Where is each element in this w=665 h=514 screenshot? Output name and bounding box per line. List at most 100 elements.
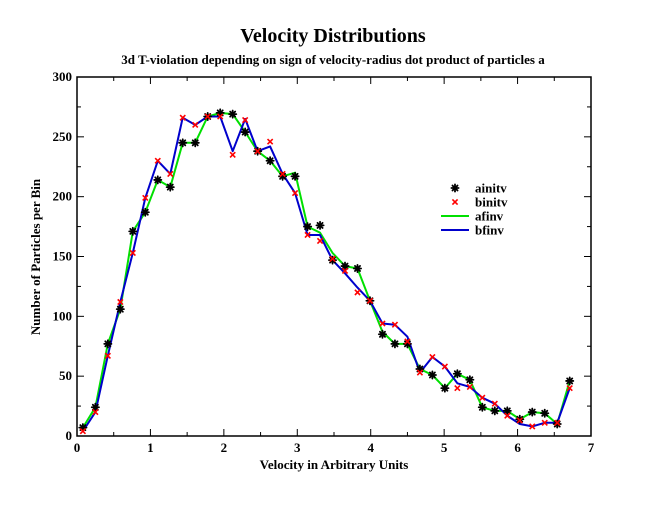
series-line-afinv <box>82 111 571 429</box>
data-point-ainitv <box>477 402 487 412</box>
data-point-binitv <box>279 170 286 178</box>
x-tick-label: 1 <box>147 440 154 455</box>
chart-subtitle: 3d T-violation depending on sign of velo… <box>121 52 545 67</box>
y-tick-label: 100 <box>53 308 73 323</box>
data-point-binitv <box>541 419 548 427</box>
data-point-ainitv <box>427 370 437 380</box>
data-point-binitv <box>366 297 374 304</box>
data-point-binitv <box>117 298 124 306</box>
data-point-binitv <box>429 353 436 361</box>
data-point-ainitv <box>340 261 350 271</box>
data-point-ainitv <box>128 226 138 236</box>
data-point-binitv <box>379 320 386 327</box>
data-point-binitv <box>529 423 536 430</box>
data-point-binitv <box>391 321 399 328</box>
plot-area <box>78 108 575 435</box>
data-point-ainitv <box>352 263 362 273</box>
data-point-binitv <box>179 114 186 121</box>
data-point-binitv <box>341 267 349 275</box>
data-point-binitv <box>129 249 136 257</box>
x-tick-label: 6 <box>514 440 521 455</box>
axes: 0 1 2 3 4 5 6 7 0 50 100 150 200 250 300 <box>53 69 595 455</box>
data-point-ainitv <box>465 375 475 385</box>
data-point-ainitv <box>440 383 450 393</box>
data-point-binitv <box>329 255 336 263</box>
legend-label-binitv: binitv <box>475 195 508 210</box>
data-point-ainitv <box>290 171 300 181</box>
data-point-binitv <box>92 408 99 416</box>
data-point-ainitv <box>165 182 175 192</box>
data-point-ainitv <box>240 127 250 137</box>
legend-label-bfinv: bfinv <box>475 223 504 238</box>
data-point-binitv <box>504 412 511 419</box>
data-point-binitv <box>241 116 249 124</box>
data-point-ainitv <box>153 175 163 185</box>
data-point-binitv <box>566 384 573 392</box>
data-point-binitv <box>479 394 486 401</box>
data-point-ainitv <box>78 423 88 433</box>
data-point-ainitv <box>190 138 200 148</box>
data-point-ainitv <box>527 407 537 417</box>
data-point-binitv <box>79 428 87 435</box>
x-tick-label: 7 <box>588 440 595 455</box>
data-point-binitv <box>404 338 411 345</box>
data-point-binitv <box>466 383 474 391</box>
data-point-ainitv <box>377 329 387 339</box>
legend-marker-ainitv <box>450 183 460 193</box>
data-point-ainitv <box>303 222 313 232</box>
data-point-binitv <box>154 157 161 164</box>
data-point-ainitv <box>502 406 512 416</box>
legend-label-ainitv: ainitv <box>475 181 507 196</box>
data-point-ainitv <box>452 369 462 379</box>
data-point-ainitv <box>552 419 562 429</box>
y-tick-label: 0 <box>66 428 73 443</box>
data-point-binitv <box>554 419 561 427</box>
data-point-binitv <box>204 113 211 120</box>
series-line-bfinv <box>82 115 571 432</box>
y-tick-label: 200 <box>53 189 73 204</box>
x-axis-label: Velocity in Arbitrary Units <box>260 457 409 472</box>
data-point-ainitv <box>140 207 150 217</box>
data-point-binitv <box>291 189 299 197</box>
data-point-binitv <box>491 400 498 407</box>
y-tick-label: 50 <box>59 368 72 383</box>
data-point-binitv <box>454 384 461 392</box>
data-point-binitv <box>167 170 174 178</box>
data-point-binitv <box>316 237 324 245</box>
x-tick-label: 5 <box>441 440 448 455</box>
y-tick-label: 300 <box>53 69 73 84</box>
x-tick-label: 2 <box>221 440 228 455</box>
data-point-ainitv <box>178 138 188 148</box>
y-tick-label: 150 <box>53 249 73 264</box>
data-point-ainitv <box>540 408 550 418</box>
data-point-ainitv <box>515 414 525 424</box>
data-point-ainitv <box>490 406 500 416</box>
data-point-ainitv <box>565 376 575 386</box>
data-point-binitv <box>266 138 274 145</box>
data-point-ainitv <box>390 339 400 349</box>
data-point-binitv <box>416 369 424 376</box>
data-point-binitv <box>441 363 449 370</box>
data-point-binitv <box>516 417 523 424</box>
data-point-binitv <box>217 113 224 120</box>
legend-marker-binitv <box>451 198 459 206</box>
data-point-ainitv <box>228 109 238 119</box>
x-tick-label: 3 <box>294 440 301 455</box>
data-point-binitv <box>354 289 361 296</box>
data-point-binitv <box>229 151 236 158</box>
data-point-binitv <box>304 231 311 239</box>
chart-title: Velocity Distributions <box>240 25 426 47</box>
data-point-ainitv <box>328 255 338 265</box>
data-point-ainitv <box>90 402 100 412</box>
x-tick-label: 0 <box>74 440 81 455</box>
data-point-binitv <box>254 148 261 155</box>
data-point-binitv <box>192 121 199 129</box>
data-point-binitv <box>142 194 149 202</box>
y-tick-label: 250 <box>53 129 73 144</box>
y-axis-label: Number of Particles per Bin <box>28 178 43 335</box>
data-point-ainitv <box>265 156 275 166</box>
data-point-ainitv <box>315 220 325 230</box>
data-point-ainitv <box>103 339 113 349</box>
